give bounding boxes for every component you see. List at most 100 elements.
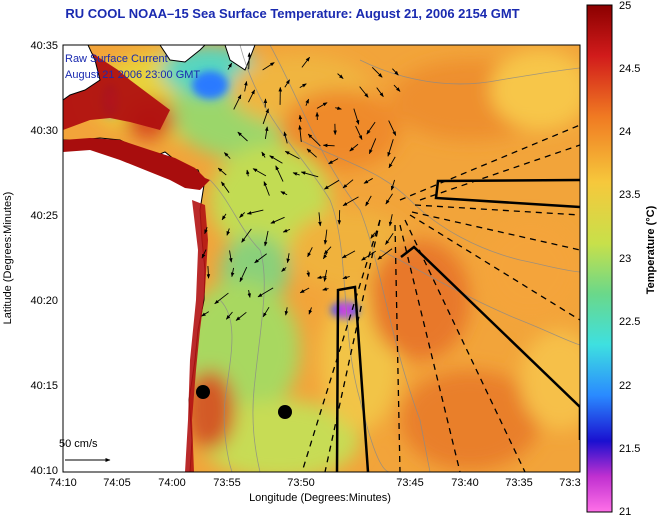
current-vector — [262, 108, 269, 125]
current-vector — [337, 73, 344, 79]
current-vector — [292, 172, 300, 176]
current-vector — [241, 228, 252, 243]
current-vector — [341, 250, 356, 259]
current-vector — [322, 287, 329, 291]
current-vector — [299, 83, 307, 88]
current-vector — [269, 155, 283, 164]
current-vector — [307, 247, 313, 258]
current-vector — [283, 131, 288, 144]
sst-field — [63, 45, 580, 472]
y-axis: 40:35 40:30 40:25 40:20 40:15 40:10 Lati… — [2, 40, 58, 477]
current-vector — [307, 133, 321, 147]
current-vector — [371, 67, 383, 78]
current-vector — [226, 228, 230, 236]
current-vector — [284, 307, 289, 316]
current-vector — [281, 267, 287, 272]
current-vector — [387, 139, 394, 157]
legend-line2: August 21 2006 23:00 GMT — [65, 69, 200, 81]
y-tick-label: 40:10 — [30, 465, 58, 477]
current-vector — [224, 152, 231, 159]
current-vector — [323, 269, 328, 282]
current-vector — [359, 86, 369, 98]
current-vector — [363, 178, 373, 184]
current-vector — [316, 102, 328, 109]
current-vector — [284, 79, 290, 88]
current-vector — [299, 287, 310, 294]
current-vector — [390, 179, 396, 191]
colorbar-tick-label: 22 — [619, 380, 631, 392]
current-vector — [246, 209, 264, 215]
current-vector — [254, 253, 267, 264]
colorbar-tick-label: 24.5 — [619, 63, 640, 75]
current-vector — [298, 124, 302, 143]
current-vector — [322, 143, 335, 148]
current-vector — [227, 62, 233, 70]
current-vector — [301, 56, 310, 68]
map-title: RU COOL NOAA–15 Sea Surface Temperature:… — [65, 6, 520, 21]
current-vector — [264, 126, 269, 140]
current-vector — [298, 114, 303, 122]
current-vector — [370, 232, 376, 239]
current-vector — [261, 151, 266, 158]
current-vector — [284, 150, 300, 160]
current-vector — [201, 249, 207, 259]
current-vector — [323, 229, 328, 245]
current-vector — [318, 212, 322, 227]
current-vector — [368, 138, 377, 155]
current-vector — [388, 120, 397, 136]
colorbar-tick-label: 21 — [619, 506, 631, 518]
y-tick-label: 40:25 — [30, 210, 58, 222]
current-vector — [376, 87, 384, 98]
x-tick-label: 73:45 — [396, 477, 424, 489]
current-vector — [342, 179, 354, 189]
current-vector — [252, 168, 267, 177]
y-tick-label: 40:35 — [30, 40, 58, 52]
current-vector — [230, 267, 235, 278]
x-tick-label: 73:3 — [559, 477, 580, 489]
x-tick-label: 73:50 — [287, 477, 315, 489]
x-tick-label: 73:35 — [505, 477, 533, 489]
current-vector — [282, 228, 291, 233]
colorbar-tick-label: 21.5 — [619, 443, 640, 455]
x-axis-label: Longitude (Degrees:Minutes) — [249, 492, 391, 504]
station-marker — [196, 385, 210, 399]
y-axis-label: Latitude (Degrees:Minutes) — [2, 192, 14, 325]
colorbar-label: Temperature (°C) — [645, 205, 657, 294]
current-vector — [324, 179, 340, 190]
current-vector — [392, 68, 399, 76]
x-tick-label: 74:05 — [103, 477, 131, 489]
current-vector — [270, 216, 285, 224]
x-axis: 74:10 74:05 74:00 73:55 73:50 73:45 73:4… — [49, 477, 580, 504]
x-tick-label: 73:40 — [451, 477, 479, 489]
current-vector — [235, 311, 247, 321]
current-vector — [246, 169, 250, 177]
x-tick-label: 74:00 — [158, 477, 186, 489]
current-vector — [342, 196, 359, 207]
current-vector — [201, 311, 209, 317]
land-shape-north — [63, 45, 101, 101]
y-tick-label: 40:15 — [30, 380, 58, 392]
current-vector — [353, 108, 360, 125]
current-vector — [220, 181, 230, 193]
current-vector — [349, 143, 359, 152]
current-vector — [306, 270, 310, 278]
current-vector — [377, 248, 393, 260]
current-vector — [385, 193, 393, 205]
current-vector — [308, 307, 313, 315]
current-vector — [237, 131, 248, 142]
colorbar-tick-label: 24 — [619, 126, 631, 138]
current-vector — [317, 275, 327, 280]
colorbar-ticks: 25 24.5 24 23.5 23 22.5 22 21.5 21 — [619, 0, 640, 518]
station-marker — [278, 405, 292, 419]
current-vector — [239, 266, 248, 283]
current-vector — [355, 125, 363, 140]
current-vector — [393, 84, 401, 92]
current-vector — [366, 121, 376, 135]
current-vector — [385, 233, 394, 245]
current-vector — [217, 167, 227, 176]
current-vector — [280, 191, 288, 196]
current-vector — [204, 227, 208, 235]
current-vector — [262, 306, 270, 318]
